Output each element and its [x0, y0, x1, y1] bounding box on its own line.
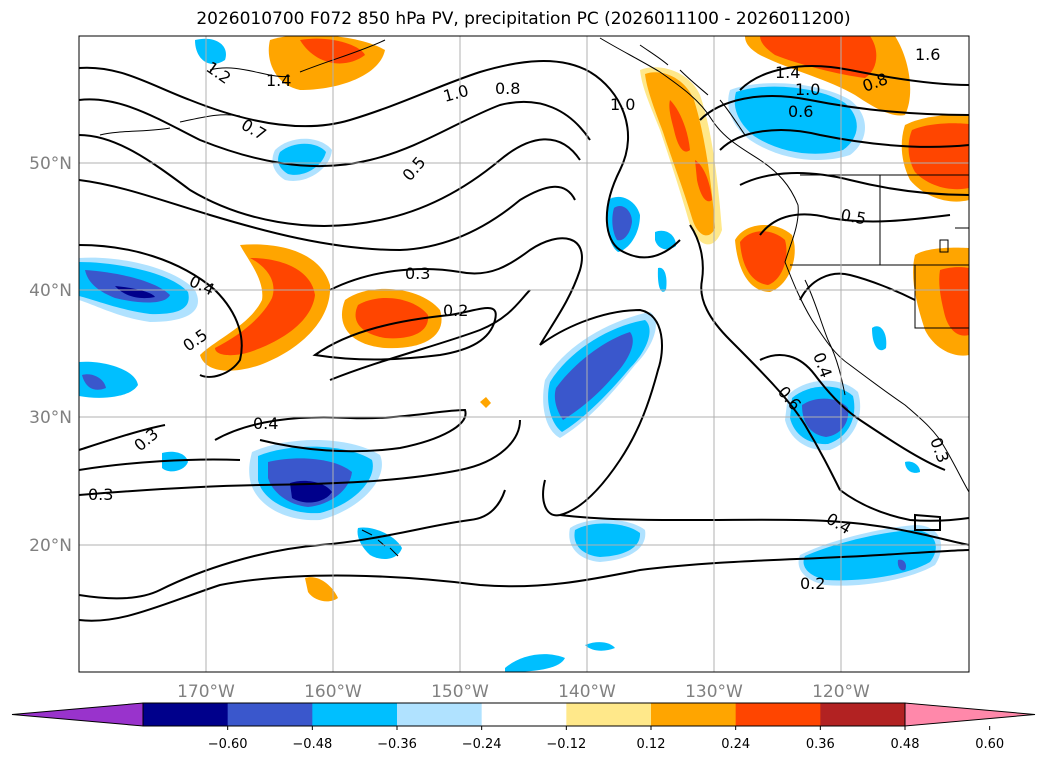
colorbar-bin: [566, 703, 652, 726]
contour-label: 1.6: [915, 45, 940, 64]
lon-label: 170°W: [177, 682, 235, 702]
lat-label: 30°N: [29, 408, 72, 428]
lat-label: 20°N: [29, 536, 72, 556]
contour-label: 1.4: [266, 71, 291, 90]
colorbar-tick-label: 0.48: [891, 737, 920, 752]
colorbar-tick-label: 0.24: [721, 737, 750, 752]
colorbar-tick-label: −0.24: [462, 737, 502, 752]
contour-label: 0.5: [839, 205, 867, 228]
contour-label: 0.2: [800, 574, 825, 593]
contour-label: 0.8: [495, 79, 520, 98]
latitude-labels: 50°N 40°N 30°N 20°N: [29, 154, 72, 556]
colorbar-tick-label: 0.12: [637, 737, 666, 752]
colorbar-tick-label: −0.60: [208, 737, 248, 752]
colorbar-bin: [481, 703, 567, 726]
colorbar: −0.60 −0.48 −0.36 −0.24 −0.12 0.12 0.24 0.36 0.4…: [11, 702, 1036, 752]
contour-label: 0.2: [443, 301, 468, 320]
colorbar-tick-label: 0.60: [975, 737, 1004, 752]
colorbar-bin: [397, 703, 483, 726]
colorbar-bin: [227, 703, 313, 726]
map-border: [78, 35, 970, 673]
lon-label: 150°W: [431, 682, 489, 702]
contour-label: 0.3: [405, 264, 430, 283]
contour-label: 0.4: [253, 414, 278, 433]
lat-label: 40°N: [29, 281, 72, 301]
colorbar-tick-label: −0.48: [292, 737, 332, 752]
lat-label: 50°N: [29, 154, 72, 174]
lon-label: 130°W: [685, 682, 743, 702]
colorbar-bin: [735, 703, 821, 726]
colorbar-bin: [143, 703, 229, 726]
longitude-labels: 170°W 160°W 150°W 140°W 130°W 120°W: [177, 682, 870, 702]
colorbar-border: [142, 702, 906, 727]
contour-label: 1.0: [795, 80, 820, 99]
contour-label: 0.6: [788, 102, 813, 121]
colorbar-tick-label: 0.36: [806, 737, 835, 752]
pv-contours: [79, 60, 969, 622]
graticule: [79, 36, 969, 672]
colorbar-bin: [312, 703, 398, 726]
contour-label: 0.3: [88, 485, 113, 504]
lon-label: 140°W: [558, 682, 616, 702]
lon-label: 160°W: [304, 682, 362, 702]
contour-label: 1.0: [610, 95, 635, 114]
lon-label: 120°W: [812, 682, 870, 702]
colorbar-tick-label: −0.36: [377, 737, 417, 752]
colorbar-extend-low: [11, 702, 144, 727]
colorbar-bin: [651, 703, 737, 726]
colorbar-bin: [820, 703, 906, 726]
colorbar-extend-high: [904, 702, 1036, 727]
colorbar-tick-label: −0.12: [546, 737, 586, 752]
contour-label: 1.4: [775, 63, 800, 82]
coastlines: [99, 37, 969, 557]
plot-title: 2026010700 F072 850 hPa PV, precipitatio…: [196, 9, 851, 29]
